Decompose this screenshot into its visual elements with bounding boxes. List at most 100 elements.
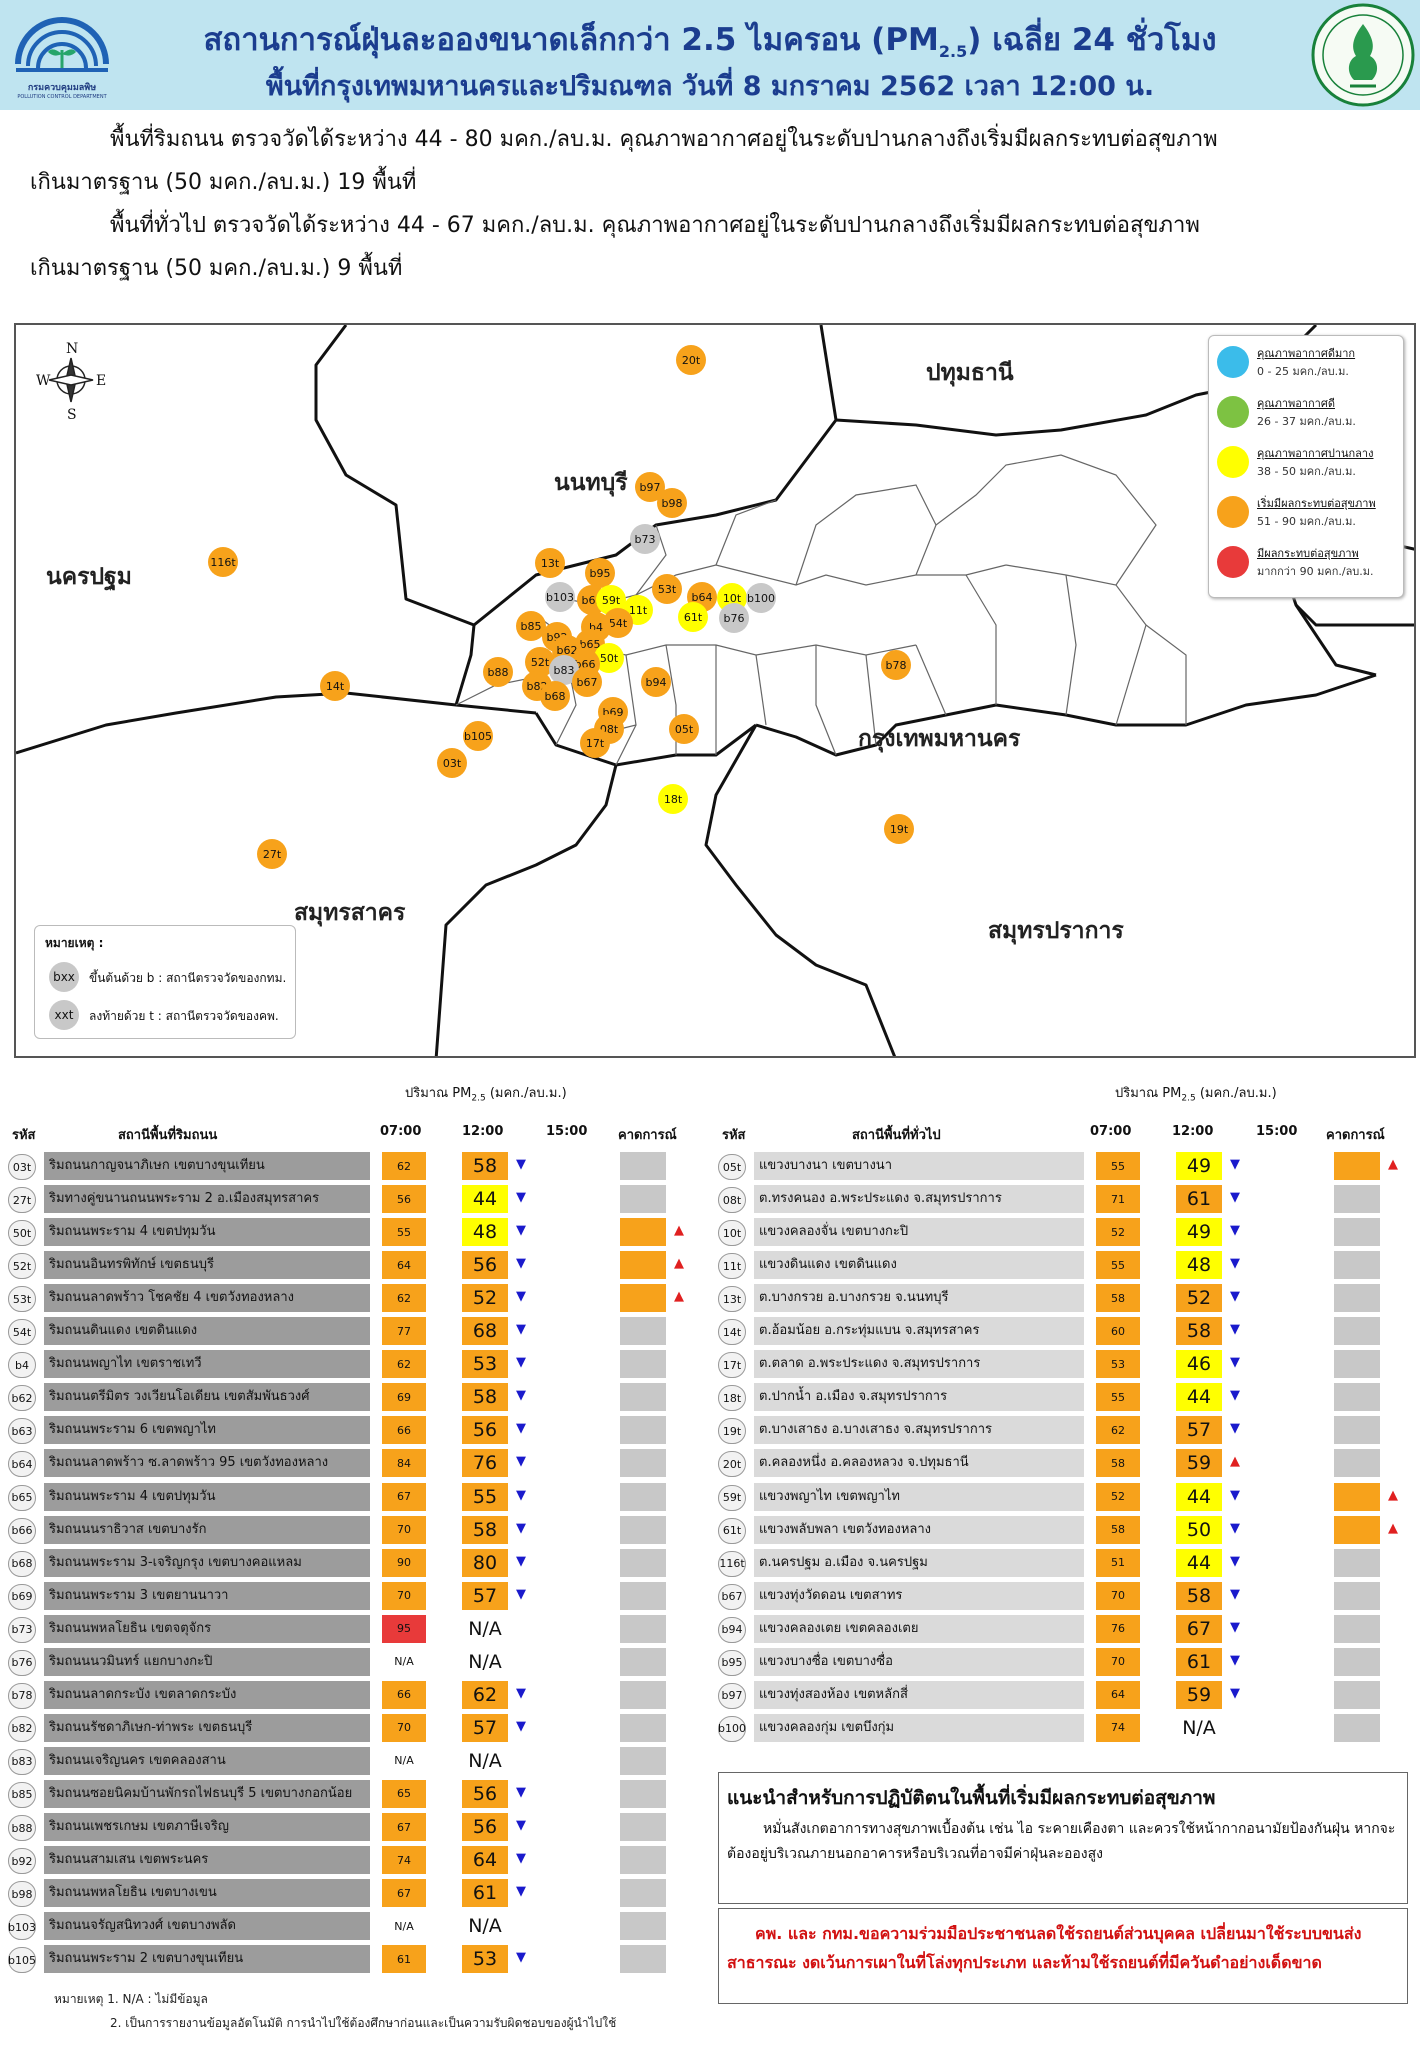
value-1200: 56 — [462, 1779, 508, 1808]
province-samutsakhon: สมุทรสาคร — [294, 900, 406, 926]
note-row-bma: bxx ขึ้นต้นด้วย b : สถานีตรวจวัดของกทม. — [45, 960, 295, 996]
value-0700: 77 — [382, 1317, 426, 1346]
value-1200: 44 — [1176, 1548, 1222, 1577]
trend-down-icon: ▼ — [1230, 1355, 1240, 1371]
table-row: b97 แขวงทุ่งสองห้อง เขตหลักสี่ 64 59 ▼ — [718, 1679, 1408, 1712]
table-row: 50t ริมถนนพระราม 4 เขตปทุมวัน 55 48 ▼ ▲ — [8, 1216, 698, 1249]
legend-row: คุณภาพอากาศดีมาก 0 - 25 มคก./ลบ.ม. — [1215, 342, 1401, 386]
forecast-cell — [1334, 1449, 1380, 1478]
table-row: b69 ริมถนนพระราม 3 เขตยานนาวา 70 57 ▼ — [8, 1580, 698, 1613]
station-code: 10t — [718, 1220, 746, 1247]
general-col-0700: 07:00 — [1090, 1124, 1132, 1139]
station-name: แขวงทุ่งวัดดอน เขตสาทร — [754, 1581, 1084, 1610]
forecast-up-icon: ▲ — [1388, 1520, 1398, 1536]
table-row: 17t ต.ตลาด อ.พระประแดง จ.สมุทรปราการ 53 46 ▼ — [718, 1348, 1408, 1381]
forecast-cell — [1334, 1515, 1380, 1544]
station-code: 50t — [8, 1220, 36, 1247]
table-row: b78 ริมถนนลาดกระบัง เขตลาดกระบัง 66 62 ▼ — [8, 1679, 698, 1712]
table-row: 03t ริมถนนกาญจนาภิเษก เขตบางขุนเทียน 62 58 ▼ — [8, 1150, 698, 1183]
legend-row: เริ่มมีผลกระทบต่อสุขภาพ 51 - 90 มคก./ลบ.… — [1215, 492, 1401, 536]
province-nakhonpathom: นครปฐม — [46, 564, 132, 590]
station-name: แขวงดินแดง เขตดินแดง — [754, 1251, 1084, 1280]
trend-down-icon: ▼ — [516, 1520, 526, 1536]
value-0700: 61 — [382, 1945, 426, 1974]
value-0700: N/A — [394, 1754, 414, 1768]
province-pathumthani: ปทุมธานี — [926, 360, 1014, 386]
station-code: b97 — [718, 1682, 746, 1709]
value-0700: 58 — [1096, 1515, 1140, 1544]
general-col-station: สถานีพื้นที่ทั่วไป — [852, 1128, 941, 1143]
value-0700: 53 — [1096, 1350, 1140, 1379]
station-code: b103 — [8, 1914, 36, 1941]
province-bangkok: กรุงเทพมหานคร — [858, 726, 1021, 752]
road-col-0700: 07:00 — [380, 1124, 422, 1139]
value-0700: 55 — [1096, 1383, 1140, 1412]
pcd-caption: กรมควบคุมมลพิษ — [27, 83, 97, 93]
station-name: แขวงพลับพลา เขตวังทองหลาง — [754, 1515, 1084, 1544]
station-name: ริมถนนพหลโยธิน เขตบางเขน — [44, 1879, 370, 1908]
header-bar: กรมควบคุมมลพิษ POLLUTION CONTROL DEPARTM… — [0, 0, 1420, 110]
forecast-cell — [620, 1383, 666, 1412]
legend-range: 38 - 50 มคก./ลบ.ม. — [1257, 465, 1356, 478]
value-0700: 52 — [1096, 1482, 1140, 1511]
station-code: b88 — [8, 1815, 36, 1841]
station-18t: 18t — [658, 784, 688, 814]
trend-down-icon: ▼ — [516, 1487, 526, 1503]
value-1200: 44 — [462, 1185, 508, 1214]
trend-down-icon: ▼ — [516, 1355, 526, 1371]
forecast-cell — [1334, 1482, 1380, 1511]
station-13t: 13t — [535, 548, 565, 578]
station-name: ริมถนนพหลโยธิน เขตจตุจักร — [44, 1614, 370, 1643]
table-row: 27t ริมทางคู่ขนานถนนพระราม 2 อ.เมืองสมุทร… — [8, 1183, 698, 1216]
value-1200: 58 — [462, 1515, 508, 1544]
summary-general-line: พื้นที่ทั่วไป ตรวจวัดได้ระหว่าง 44 - 67 … — [110, 213, 1200, 238]
station-name: ริมถนนสามเสน เขตพระนคร — [44, 1846, 370, 1875]
station-code: 08t — [718, 1187, 746, 1214]
forecast-cell — [1334, 1416, 1380, 1445]
table-row: b95 แขวงบางซื่อ เขตบางซื่อ 70 61 ▼ — [718, 1646, 1408, 1679]
value-1200: 64 — [462, 1846, 508, 1875]
value-1200: N/A — [468, 1650, 502, 1673]
value-1200: 67 — [1176, 1614, 1222, 1643]
table-row: 10t แขวงคลองจั่น เขตบางกะปิ 52 49 ▼ — [718, 1216, 1408, 1249]
station-name: ต.ทรงคนอง อ.พระประแดง จ.สมุทรปราการ — [754, 1185, 1084, 1214]
compass-west: W — [36, 373, 51, 389]
value-1200: N/A — [1182, 1716, 1216, 1739]
legend-range: 0 - 25 มคก./ลบ.ม. — [1257, 365, 1349, 378]
table-row: 05t แขวงบางนา เขตบางนา 55 49 ▼ ▲ — [718, 1150, 1408, 1183]
forecast-cell — [620, 1779, 666, 1808]
value-1200: 50 — [1176, 1515, 1222, 1544]
value-0700: 74 — [1096, 1713, 1140, 1742]
station-19t: 19t — [884, 814, 914, 844]
station-name: แขวงทุ่งสองห้อง เขตหลักสี่ — [754, 1680, 1084, 1709]
value-0700: 70 — [382, 1515, 426, 1544]
summary-road-exceed: เกินมาตรฐาน (50 มคก./ลบ.ม.) 19 พื้นที่ — [30, 170, 417, 195]
station-name: ริมถนนพระราม 3-เจริญกรุง เขตบางคอแหลม — [44, 1548, 370, 1577]
value-1200: 58 — [1176, 1581, 1222, 1610]
station-code: 20t — [718, 1451, 746, 1478]
value-1200: N/A — [468, 1617, 502, 1640]
station-code: 116t — [718, 1550, 746, 1577]
compass-icon — [48, 357, 94, 403]
legend-row: คุณภาพอากาศดี 26 - 37 มคก./ลบ.ม. — [1215, 392, 1401, 436]
station-b88: b88 — [483, 657, 513, 687]
forecast-cell — [620, 1713, 666, 1742]
station-name: แขวงคลองกุ่ม เขตบึงกุ่ม — [754, 1713, 1084, 1742]
appeal-body: คพ. และ กทม.ขอความร่วมมือประชาชนลดใช้รถย… — [727, 1924, 1362, 1972]
forecast-cell — [620, 1317, 666, 1346]
value-1200: N/A — [468, 1915, 502, 1938]
value-1200: 59 — [1176, 1449, 1222, 1478]
forecast-cell — [620, 1581, 666, 1610]
table-row: b67 แขวงทุ่งวัดดอน เขตสาทร 70 58 ▼ — [718, 1580, 1408, 1613]
pm25-map: N S E W ปทุมธานี นนทบุรี นครปฐม กรุงเทพม… — [14, 323, 1416, 1058]
pcd-logo-icon — [15, 17, 109, 72]
value-1200: 58 — [462, 1152, 508, 1180]
table-row: b85 ริมถนนซอยนิคมบ้านพักรถไฟธนบุรี 5 เขตบ… — [8, 1778, 698, 1811]
station-code: 14t — [718, 1319, 746, 1346]
value-0700: 56 — [382, 1185, 426, 1214]
trend-down-icon: ▼ — [516, 1388, 526, 1404]
value-1200: 76 — [462, 1449, 508, 1478]
station-name: ริมถนนลาดพร้าว โชคชัย 4 เขตวังทองหลาง — [44, 1284, 370, 1313]
trend-down-icon: ▼ — [1230, 1487, 1240, 1503]
value-1200: 56 — [462, 1813, 508, 1841]
